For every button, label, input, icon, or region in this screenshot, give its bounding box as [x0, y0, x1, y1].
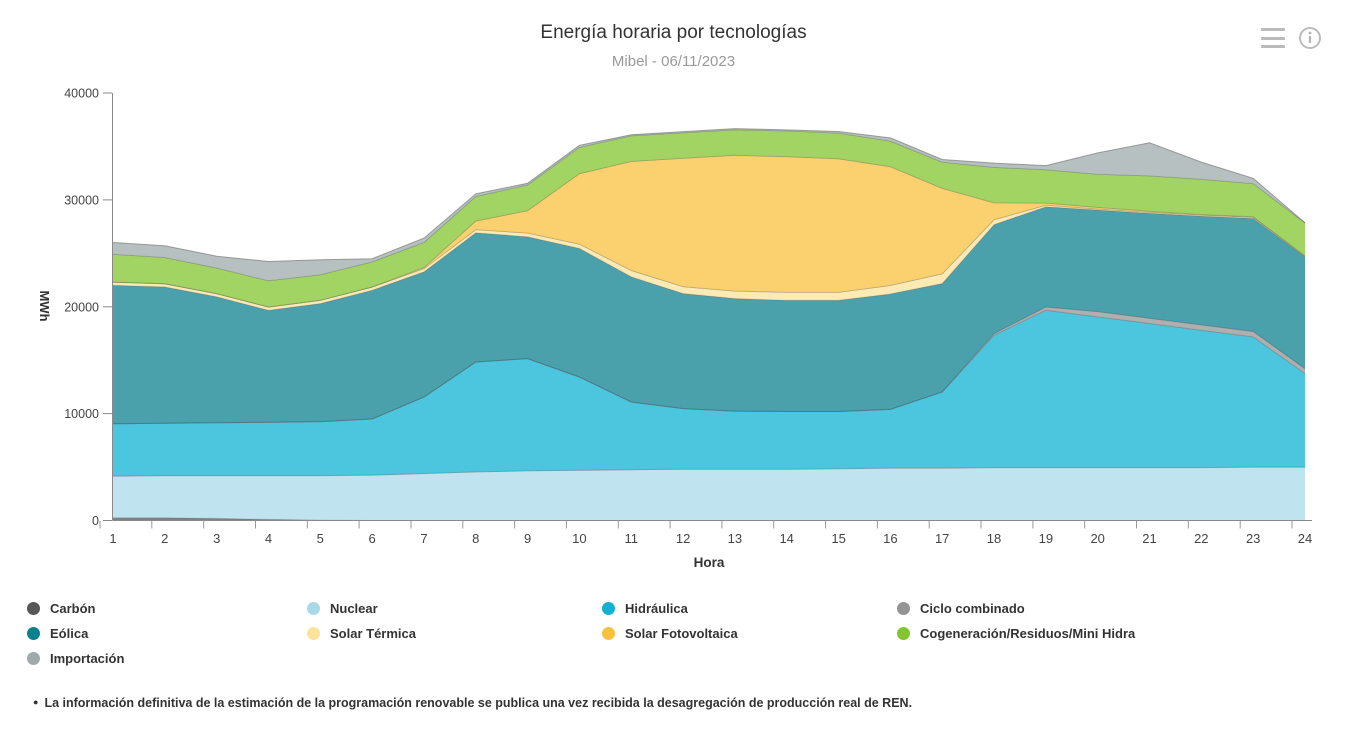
y-tick-label: 10000	[64, 407, 99, 421]
hamburger-menu-icon[interactable]	[1261, 26, 1285, 50]
legend-item-cogeneracion-residuos-mini-hidra[interactable]: Cogeneración/Residuos/Mini Hidra	[897, 626, 1317, 641]
area-series-solar-fotovoltaica	[113, 155, 1305, 307]
legend-label: Solar Fotovoltaica	[625, 626, 738, 641]
y-axis-title: MWh	[37, 290, 52, 321]
x-axis-title: Hora	[694, 555, 725, 570]
info-icon[interactable]	[1298, 26, 1322, 50]
x-tick-label: 2	[161, 531, 168, 546]
area-series-hidraulica	[113, 310, 1305, 477]
x-tick-label: 12	[676, 531, 690, 546]
legend-item-hidraulica[interactable]: Hidráulica	[602, 601, 897, 616]
x-tick-label: 9	[524, 531, 531, 546]
area-series-nuclear	[113, 467, 1305, 521]
x-tick-label: 7	[420, 531, 427, 546]
x-axis: 1 2 3 4 5 6 7 8 9 10 11 12 13 14 15 16 17 18 19 20 21 22 23 24H…	[99, 520, 1312, 570]
footnote-text: La información definitiva de la estimaci…	[44, 696, 913, 710]
legend-swatch-icon	[27, 652, 40, 665]
x-tick-label: 16	[883, 531, 897, 546]
x-tick-label: 14	[779, 531, 793, 546]
legend-item-importacion[interactable]: Importación	[27, 651, 307, 666]
x-tick-label: 8	[472, 531, 479, 546]
x-tick-label: 5	[317, 531, 324, 546]
chart-title: Energía horaria por tecnologías	[540, 22, 807, 43]
chart-header: Energía horaria por tecnologías Mibel - …	[0, 0, 1347, 70]
area-series-importacion	[113, 128, 1305, 281]
x-tick-label: 13	[728, 531, 742, 546]
x-tick-label: 18	[987, 531, 1001, 546]
legend-item-nuclear[interactable]: Nuclear	[307, 601, 602, 616]
y-tick-label: 20000	[64, 300, 99, 314]
chart-legend: Carbón Nuclear Hidráulica Ciclo combinado Eó…	[27, 601, 1317, 666]
chart-subtitle: Mibel - 06/11/2023	[611, 53, 736, 70]
legend-label: Nuclear	[330, 601, 378, 616]
legend-label: Carbón	[50, 601, 96, 616]
legend-label: Importación	[50, 651, 125, 666]
x-tick-label: 23	[1246, 531, 1260, 546]
legend-item-carbon[interactable]: Carbón	[27, 601, 307, 616]
y-tick-label: 0	[92, 514, 99, 528]
legend-item-ciclo-combinado[interactable]: Ciclo combinado	[897, 601, 1317, 616]
x-tick-label: 21	[1142, 531, 1156, 546]
legend-label: Solar Térmica	[330, 626, 416, 641]
legend-label: Ciclo combinado	[920, 601, 1025, 616]
legend-swatch-icon	[307, 627, 320, 640]
x-tick-label: 10	[572, 531, 586, 546]
legend-label: Cogeneración/Residuos/Mini Hidra	[920, 626, 1136, 641]
x-tick-label: 1	[109, 531, 116, 546]
legend-swatch-icon	[27, 602, 40, 615]
x-tick-label: 15	[831, 531, 845, 546]
legend-swatch-icon	[602, 627, 615, 640]
x-tick-label: 4	[265, 531, 272, 546]
area-series-eolica	[113, 206, 1305, 424]
x-tick-label: 19	[1039, 531, 1053, 546]
legend-swatch-icon	[897, 627, 910, 640]
legend-label: Hidráulica	[625, 601, 688, 616]
legend-swatch-icon	[307, 602, 320, 615]
chart-toolbar	[1261, 26, 1322, 50]
y-tick-label: 40000	[64, 87, 99, 101]
x-tick-label: 17	[935, 531, 949, 546]
x-tick-label: 6	[368, 531, 375, 546]
y-axis: 0 10000 20000 30000 40000 MWh	[37, 87, 113, 528]
area-edge-importacion	[112, 128, 1306, 263]
x-tick-label: 22	[1194, 531, 1208, 546]
x-tick-label: 3	[213, 531, 220, 546]
legend-swatch-icon	[897, 602, 910, 615]
x-tick-label: 11	[625, 531, 639, 546]
legend-item-solar-termica[interactable]: Solar Térmica	[307, 626, 602, 641]
area-series-cogeneracion-residuos-mini-hidra	[113, 129, 1305, 307]
y-tick-label: 30000	[64, 193, 99, 207]
x-tick-label: 24	[1298, 531, 1312, 546]
legend-swatch-icon	[27, 627, 40, 640]
footnote-bullet-icon: ●	[33, 697, 39, 707]
legend-swatch-icon	[602, 602, 615, 615]
footnote: ● La información definitiva de la estimac…	[33, 696, 912, 710]
legend-label: Eólica	[50, 626, 89, 641]
legend-item-solar-fotovoltaica[interactable]: Solar Fotovoltaica	[602, 626, 897, 641]
legend-item-eolica[interactable]: Eólica	[27, 626, 307, 641]
x-tick-label: 20	[1090, 531, 1104, 546]
